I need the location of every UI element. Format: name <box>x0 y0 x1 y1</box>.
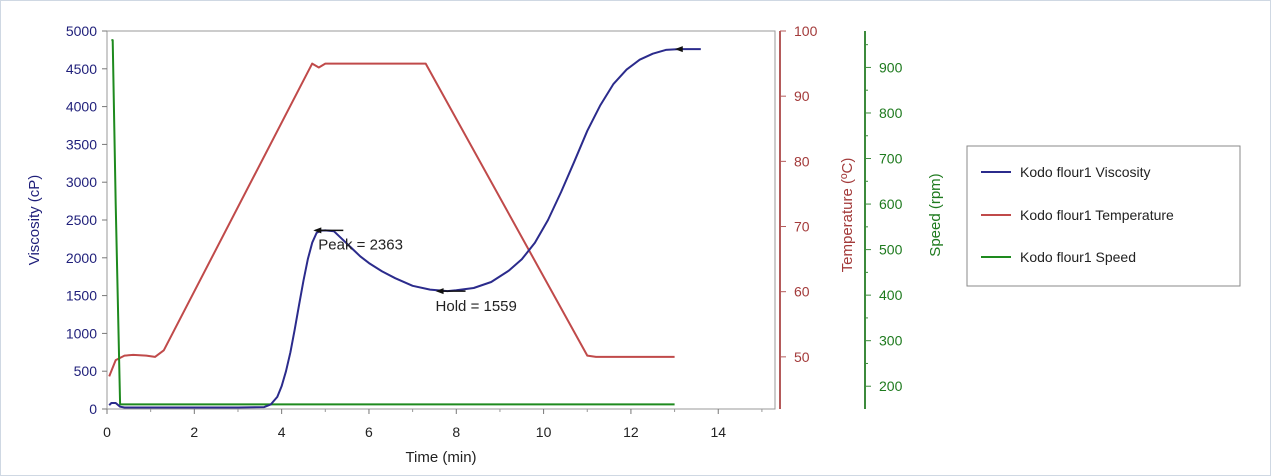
annotation-label: Peak = 2363 <box>318 236 403 253</box>
viscosity-tick-label: 4000 <box>66 99 97 115</box>
legend: Kodo flour1 Viscosity Kodo flour1 Temper… <box>966 145 1241 287</box>
annotation-layer: Peak = 2363 Hold = 1559 <box>313 46 683 315</box>
x-tick-label: 12 <box>623 424 639 440</box>
legend-label-temperature: Kodo flour1 Temperature <box>1020 207 1174 223</box>
viscosity-tick-label: 5000 <box>66 23 97 39</box>
viscosity-axis: 0 500 1000 1500 2000 2500 3000 3500 4000 4500 5000 <box>66 23 107 417</box>
viscosity-tick-label: 4500 <box>66 61 97 77</box>
annotation-label: Hold = 1559 <box>436 298 517 315</box>
speed-axis: 200 300 400 500 600 700 800 900 <box>864 31 903 409</box>
speed-tick-label: 400 <box>879 287 903 303</box>
x-tick-label: 0 <box>103 424 111 440</box>
speed-tick-label: 800 <box>879 105 903 121</box>
series-line-viscosity <box>108 48 701 409</box>
speed-tick-label: 700 <box>879 151 903 167</box>
temperature-tick-label: 50 <box>794 349 810 365</box>
annotation-arrow <box>435 288 444 295</box>
series-line-speed <box>111 39 675 406</box>
viscosity-tick-label: 1000 <box>66 325 97 341</box>
speed-tick-label: 500 <box>879 242 903 258</box>
viscosity-tick-label: 2000 <box>66 250 97 266</box>
legend-label-viscosity: Kodo flour1 Viscosity <box>1020 164 1150 180</box>
temperature-axis-title: Temperature (ºC) <box>839 158 856 273</box>
viscosity-tick-label: 3500 <box>66 136 97 152</box>
viscosity-tick-label: 3000 <box>66 174 97 190</box>
viscosity-tick-label: 500 <box>74 363 98 379</box>
temperature-tick-label: 80 <box>794 153 810 169</box>
x-tick-label: 2 <box>190 424 198 440</box>
legend-box <box>966 145 1241 287</box>
x-tick-label: 4 <box>278 424 286 440</box>
viscosity-tick-label: 1500 <box>66 288 97 304</box>
annotation-arrow <box>313 227 322 234</box>
speed-tick-label: 200 <box>879 378 903 394</box>
speed-tick-label: 300 <box>879 333 903 349</box>
x-axis-title: Time (min) <box>405 449 476 466</box>
temperature-tick-label: 90 <box>794 88 810 104</box>
viscosity-axis-title: Viscosity (cP) <box>26 175 43 266</box>
x-tick-label: 8 <box>452 424 460 440</box>
temperature-axis: 50 60 70 80 90 100 <box>779 23 818 409</box>
viscosity-tick-label: 0 <box>89 401 97 417</box>
x-tick-label: 14 <box>710 424 726 440</box>
speed-tick-label: 600 <box>879 196 903 212</box>
temperature-tick-label: 70 <box>794 219 810 235</box>
x-tick-label: 6 <box>365 424 373 440</box>
speed-tick-label: 900 <box>879 59 903 75</box>
series-line-temperature <box>108 62 675 377</box>
end-marker-arrow <box>674 46 683 53</box>
temperature-tick-label: 100 <box>794 23 818 39</box>
speed-axis-title: Speed (rpm) <box>927 173 944 256</box>
temperature-tick-label: 60 <box>794 284 810 300</box>
series-layer <box>108 39 701 409</box>
legend-label-speed: Kodo flour1 Speed <box>1020 249 1136 265</box>
viscosity-tick-label: 2500 <box>66 212 97 228</box>
x-axis: 0 2 4 6 8 10 12 14 <box>103 409 763 440</box>
x-tick-label: 10 <box>536 424 552 440</box>
